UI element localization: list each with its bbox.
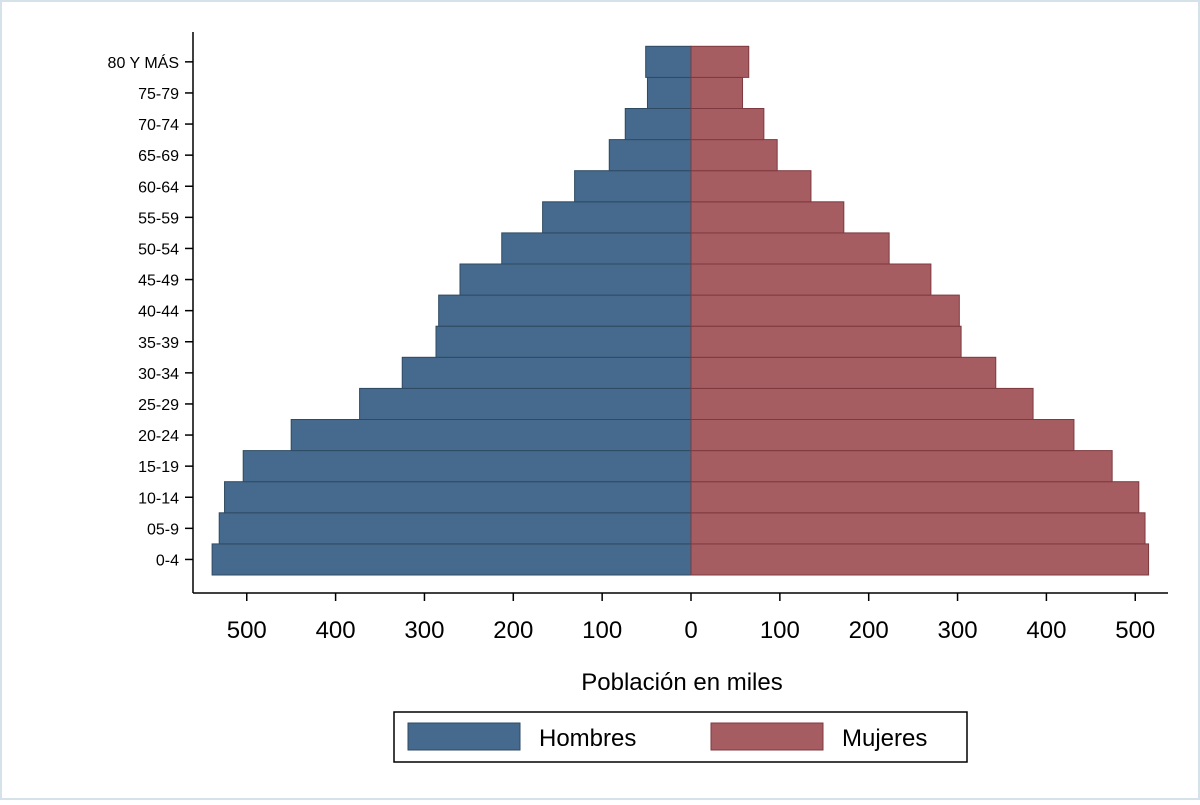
x-tick-label-9: 400: [1026, 617, 1066, 644]
x-tick-label-5: 0: [684, 617, 697, 644]
y-tick-label-9: 45-49: [138, 273, 179, 290]
bar-left-12: [574, 170, 692, 203]
bar-right-11: [690, 201, 845, 234]
bar-left-0: [211, 543, 692, 576]
bar-right-2: [690, 481, 1140, 514]
x-tick-label-1: 400: [316, 617, 356, 644]
bar-right-9: [690, 263, 932, 296]
legend: Hombres Mujeres: [393, 711, 968, 763]
x-tick-label-10: 500: [1115, 617, 1155, 644]
x-tick-label-2: 300: [404, 617, 444, 644]
bar-right-13: [690, 139, 778, 172]
bar-right-12: [690, 170, 812, 203]
bar-left-15: [646, 76, 692, 110]
x-tick-label-3: 200: [493, 617, 533, 644]
x-tick-label-6: 100: [760, 617, 800, 644]
bar-right-4: [690, 419, 1075, 452]
legend-label-left: Hombres: [539, 725, 636, 752]
y-tick-label-16: 80 Y MÁS: [108, 53, 179, 72]
y-tick-label-1: 05-9: [147, 521, 179, 538]
x-tick-label-4: 100: [582, 617, 622, 644]
y-tick-label-13: 65-69: [138, 148, 179, 165]
bar-right-5: [690, 387, 1034, 420]
legend-key-left: [407, 722, 521, 751]
bar-left-3: [242, 450, 692, 483]
bar-left-13: [608, 139, 692, 172]
legend-label-right: Mujeres: [842, 725, 927, 752]
x-tick-label-0: 500: [227, 617, 267, 644]
legend-key-right: [710, 722, 824, 751]
bar-left-5: [359, 387, 692, 420]
y-tick-label-11: 55-59: [138, 210, 179, 227]
bar-right-7: [690, 325, 962, 358]
bar-left-16: [645, 45, 692, 78]
x-tick-label-7: 200: [849, 617, 889, 644]
y-tick-label-5: 25-29: [138, 397, 179, 414]
y-tick-label-0: 0-4: [156, 552, 179, 569]
x-axis: 500 400 300 200 100 0 100 200 300 400 500: [193, 592, 1168, 644]
bar-left-8: [438, 294, 692, 327]
bar-left-10: [501, 232, 692, 265]
bar-left-1: [218, 512, 692, 545]
bar-left-2: [224, 481, 692, 514]
bar-right-3: [690, 450, 1113, 483]
bar-left-6: [401, 356, 692, 389]
bar-left-4: [290, 419, 692, 452]
y-tick-label-4: 20-24: [138, 428, 179, 445]
bar-left-11: [542, 201, 692, 234]
y-tick-label-3: 15-19: [138, 459, 179, 476]
bar-left-14: [624, 108, 692, 141]
bar-left-9: [459, 263, 692, 296]
bar-right-0: [690, 543, 1150, 576]
bar-left-7: [435, 325, 692, 358]
y-tick-label-8: 40-44: [138, 304, 179, 321]
y-tick-label-7: 35-39: [138, 335, 179, 352]
bar-right-1: [690, 512, 1146, 545]
bar-right-6: [690, 356, 997, 389]
bar-right-16: [690, 45, 750, 78]
y-tick-label-14: 70-74: [138, 117, 179, 134]
y-tick-label-15: 75-79: [138, 86, 179, 103]
y-tick-label-10: 50-54: [138, 241, 179, 258]
y-tick-label-2: 10-14: [138, 490, 179, 507]
x-tick-label-8: 300: [938, 617, 978, 644]
y-tick-label-12: 60-64: [138, 179, 179, 196]
bar-right-15: [690, 76, 744, 110]
bar-right-8: [690, 294, 960, 327]
bar-right-10: [690, 232, 890, 265]
bar-right-14: [690, 108, 765, 141]
y-axis: 0-4 05-9 10-14 15-19 20-24 25-29 30-34 35-39 40-…: [108, 32, 194, 593]
x-axis-title: Población en miles: [581, 669, 782, 696]
y-tick-label-6: 30-34: [138, 366, 179, 383]
bars-layer: [211, 45, 1150, 576]
